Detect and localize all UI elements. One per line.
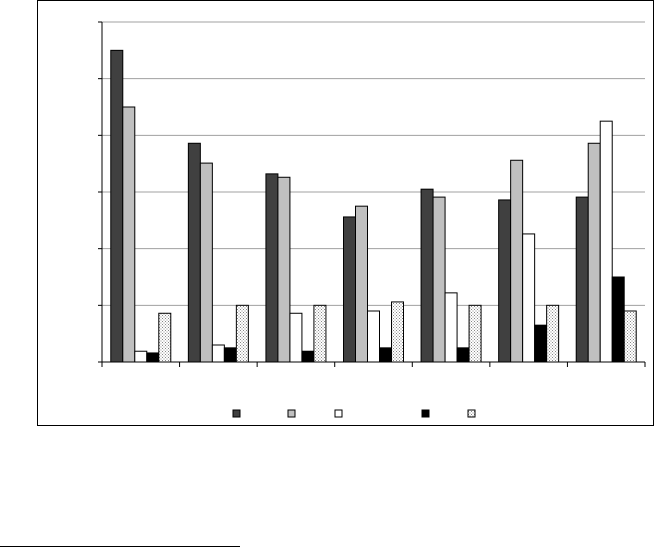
bar: [575, 196, 589, 363]
bar: [122, 106, 136, 363]
bar: [546, 304, 560, 363]
bar: [432, 196, 446, 363]
bar: [468, 304, 482, 363]
bar: [391, 301, 404, 363]
bar: [223, 347, 237, 363]
bar: [265, 173, 279, 363]
bar: [587, 142, 601, 363]
bar: [343, 216, 356, 363]
legend-swatch: [421, 409, 430, 418]
bar: [313, 304, 327, 363]
legend-swatch: [467, 409, 476, 418]
bar: [623, 310, 637, 363]
bar: [420, 188, 434, 363]
bar: [444, 292, 458, 363]
bar: [611, 276, 625, 363]
bar: [199, 162, 213, 363]
bar: [289, 312, 303, 363]
bar: [301, 350, 315, 363]
bar: [158, 312, 172, 363]
bar: [456, 347, 470, 363]
bar: [187, 142, 201, 363]
footnote-separator: [0, 546, 240, 547]
bar: [235, 304, 249, 363]
chart-frame: [37, 0, 654, 426]
bar: [534, 324, 548, 363]
legend-swatch: [287, 409, 296, 418]
bar: [134, 350, 148, 363]
bar: [211, 344, 225, 363]
bar: [367, 310, 380, 363]
bar: [599, 120, 613, 363]
bar: [277, 176, 291, 363]
bar: [510, 159, 524, 363]
bar: [110, 49, 124, 363]
bar: [355, 205, 368, 363]
legend-swatch: [334, 409, 343, 418]
bar: [522, 233, 536, 363]
bar: [379, 347, 392, 363]
legend-swatch: [232, 409, 241, 418]
bar: [498, 199, 512, 363]
bar: [146, 352, 160, 363]
